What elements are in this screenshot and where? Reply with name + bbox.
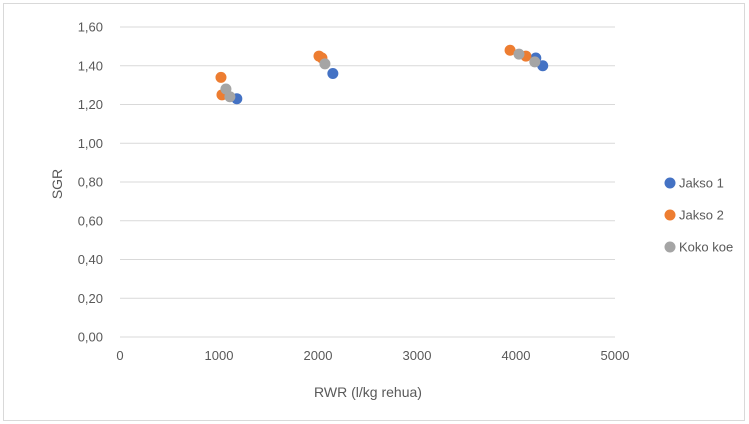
y-tick-label: 0,20 [78, 291, 103, 306]
y-tick-label: 1,40 [78, 58, 103, 73]
legend-label: Jakso 2 [679, 208, 724, 223]
x-tick-label: 5000 [601, 348, 630, 363]
point-jakso-2 [504, 44, 516, 56]
x-tick-label: 1000 [205, 348, 234, 363]
x-axis-title: RWR (l/kg rehua) [314, 384, 422, 400]
y-tick-label: 1,60 [78, 20, 103, 35]
legend-label: Jakso 1 [679, 176, 724, 191]
legend-marker [664, 177, 676, 189]
x-tick-label: 3000 [403, 348, 432, 363]
x-tick-label: 2000 [304, 348, 333, 363]
legend-marker [664, 209, 676, 221]
y-axis-title: SGR [49, 169, 65, 199]
point-koko-koe [319, 58, 331, 70]
point-koko-koe [224, 91, 236, 103]
x-tick-label: 4000 [502, 348, 531, 363]
x-axis-ticks: 0 1000 2000 3000 4000 5000 [116, 348, 629, 363]
point-koko-koe [529, 56, 541, 68]
point-koko-koe [513, 48, 525, 60]
point-jakso-1 [327, 68, 339, 79]
y-tick-label: 1,00 [78, 136, 103, 151]
legend: Jakso 1 Jakso 2 Koko koe [664, 176, 733, 255]
legend-label: Koko koe [679, 240, 733, 255]
gridlines [120, 26, 615, 338]
data-points [215, 44, 549, 105]
point-jakso-2 [215, 71, 227, 83]
legend-marker [664, 241, 676, 253]
y-tick-label: 0,60 [78, 213, 103, 228]
y-tick-label: 1,20 [78, 97, 103, 112]
chart-frame [3, 3, 745, 421]
y-tick-label: 0,80 [78, 175, 103, 190]
y-tick-label: 0,00 [78, 330, 103, 345]
x-tick-label: 0 [116, 348, 123, 363]
y-axis-ticks: 0,00 0,20 0,40 0,60 0,80 1,00 1,20 1,40 1,60 [78, 20, 103, 345]
y-tick-label: 0,40 [78, 252, 103, 267]
